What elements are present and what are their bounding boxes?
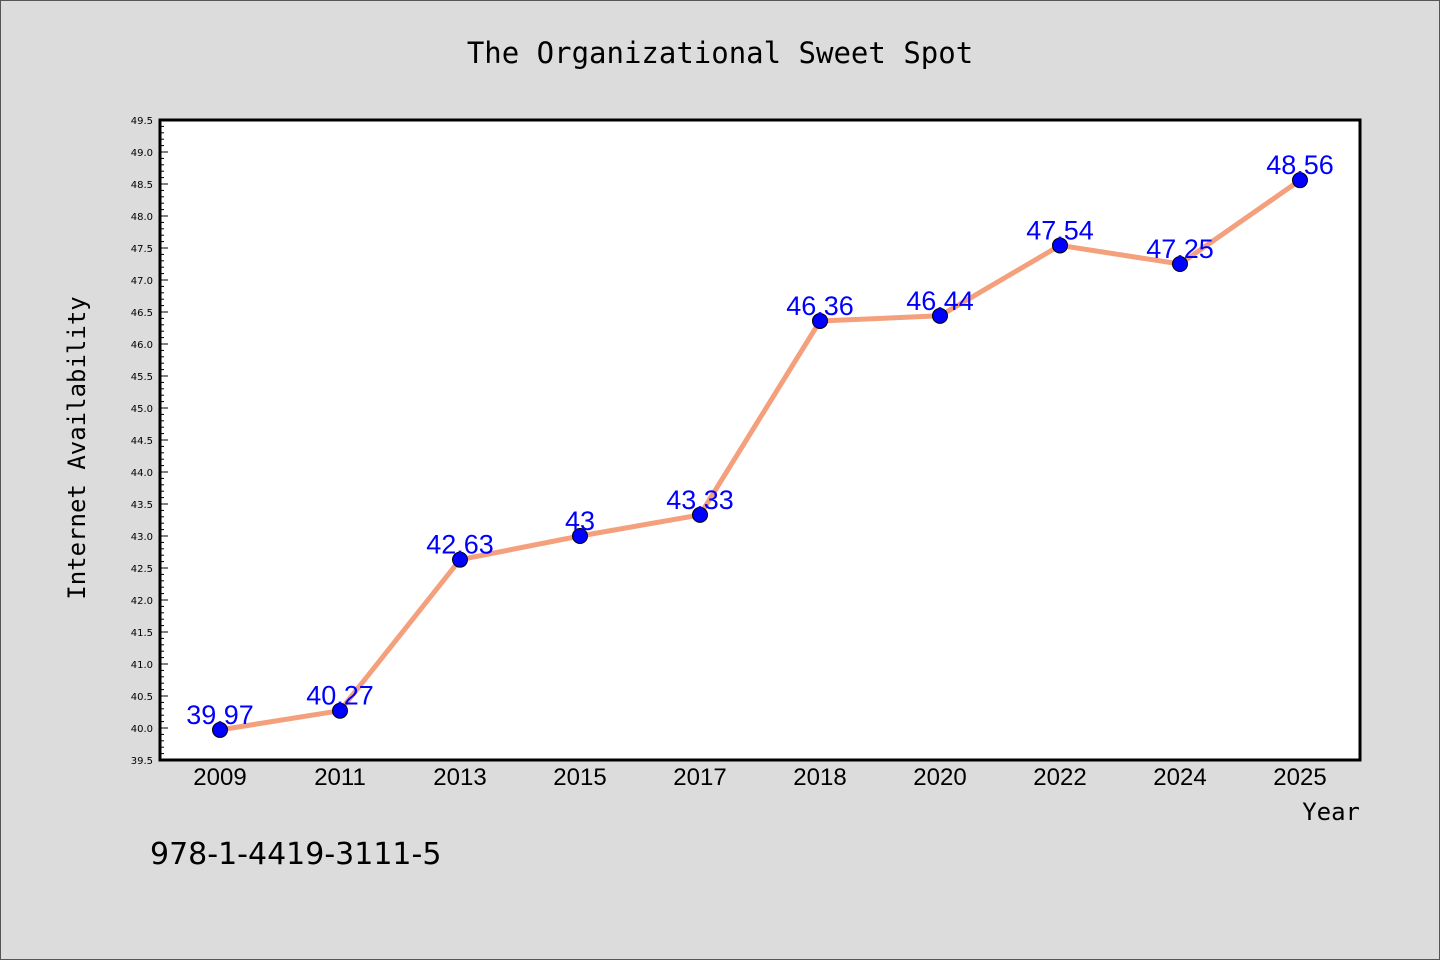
plot-area [160,120,1360,760]
y-tick-label: 48.5 [131,180,153,191]
x-tick-label: 2015 [553,764,606,791]
data-point [212,721,228,738]
x-tick-label: 2025 [1273,764,1326,791]
x-tick-label: 2013 [433,764,486,791]
y-axis-tick-labels: 39.5 40.0 40.5 41.0 41.5 42.0 42.5 43.0 43.5 44.0… [131,116,153,767]
y-tick-label: 44.5 [131,436,153,447]
x-tick-label: 2020 [913,764,966,791]
x-tick-label: 2022 [1033,764,1086,791]
data-label: 42.63 [426,530,494,560]
y-tick-label: 49.5 [131,116,153,127]
data-label: 47.54 [1026,215,1094,245]
y-tick-label: 46.5 [131,308,153,319]
x-axis-tick-labels: 2009 2011 2013 2015 2017 2018 2020 2022 2024 2025 [193,764,1326,791]
y-tick-label: 40.0 [131,724,153,735]
data-markers [212,172,1308,738]
series-line [217,177,1303,733]
data-point [932,307,948,324]
data-point [1172,256,1188,272]
x-tick-label: 2009 [193,764,246,791]
data-point [812,312,828,329]
data-point [1292,172,1308,189]
x-tick-label: 2011 [314,764,366,791]
data-label: 47.25 [1146,234,1214,264]
y-tick-label: 46.0 [131,340,153,351]
chart-title: The Organizational Sweet Spot [467,36,973,70]
y-tick-label: 39.5 [131,756,153,767]
y-tick-label: 41.0 [131,660,153,671]
y-tick-label: 49.0 [131,148,153,159]
y-tick-label: 42.0 [131,596,153,607]
y-tick-label: 43.5 [131,500,153,511]
y-tick-label: 45.0 [131,404,153,415]
data-labels: 39.97 40.27 42.63 43 43.33 46.36 46.44 47.54 47.… [186,150,1334,730]
x-axis-label: Year [1302,798,1360,826]
data-point [692,506,708,523]
data-label: 46.44 [906,286,974,316]
y-tick-label: 43.0 [131,532,153,543]
x-tick-label: 2024 [1153,764,1206,791]
y-tick-label: 42.5 [131,564,153,575]
plot-frame [158,118,1362,762]
data-label: 40.27 [306,681,374,711]
y-tick-label: 47.0 [131,276,153,287]
x-tick-label: 2018 [793,764,846,791]
data-label: 48.56 [1266,150,1334,180]
data-point [572,528,588,544]
data-label: 43.33 [666,485,734,515]
y-tick-label: 41.5 [131,628,153,639]
data-point [1052,237,1068,254]
y-tick-label: 40.5 [131,692,153,703]
y-tick-label: 48.0 [131,212,153,223]
x-tick-label: 2017 [673,764,726,791]
y-tick-label: 47.5 [131,244,153,255]
data-label: 43 [565,506,595,536]
y-tick-label: 45.5 [131,372,153,383]
y-tick-label: 44.0 [131,468,153,479]
isbn-footnote: 978-1-4419-3111-5 [150,837,441,872]
data-label: 46.36 [786,291,854,321]
y-axis-label: Internet Availability [63,296,91,599]
data-point [452,551,468,568]
data-point [332,702,348,719]
data-label: 39.97 [186,700,254,730]
